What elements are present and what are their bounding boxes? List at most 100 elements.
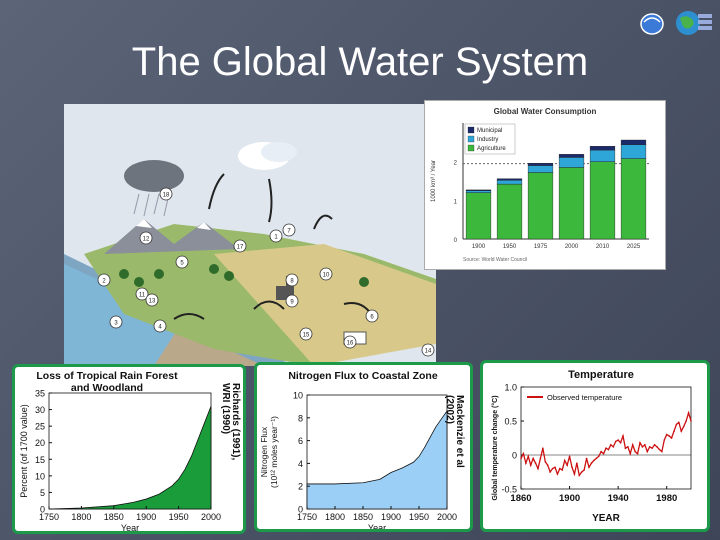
chart-title: and Woodland: [71, 382, 143, 394]
x-axis-label: Year: [121, 523, 139, 531]
data-point: [634, 450, 636, 453]
legend-swatch: [467, 126, 475, 134]
chart-title: Loss of Tropical Rain Forest: [36, 370, 178, 382]
y-tick-label: 0: [40, 505, 45, 515]
slide-title: The Global Water System: [131, 40, 589, 84]
data-point: [544, 461, 547, 463]
diagram-marker: [285, 273, 299, 287]
bar-municipal: [589, 146, 616, 151]
diagram-marker-label: 2: [102, 279, 106, 285]
data-point: [597, 455, 600, 458]
data-point: [532, 457, 534, 460]
y-tick-label: 10: [35, 471, 45, 481]
chart-title: Global Water Consumption: [494, 107, 597, 116]
y-axis-label: Nitrogen Flux: [259, 426, 269, 477]
bar-agriculture: [465, 192, 492, 240]
data-point: [578, 474, 581, 477]
diagram-marker: [153, 319, 167, 333]
data-point: [680, 430, 683, 432]
y-tick-label: 0.5: [504, 417, 517, 427]
diagram-marker: [365, 309, 379, 323]
data-point: [690, 420, 692, 422]
data-point: [568, 455, 571, 458]
data-point: [668, 435, 670, 437]
diagram-marker: [139, 231, 153, 245]
bar-agriculture: [620, 158, 647, 240]
data-point: [602, 452, 605, 455]
x-tick-label: 2000: [565, 244, 579, 250]
data-point: [639, 441, 641, 444]
data-point: [520, 457, 522, 460]
data-point: [607, 448, 610, 451]
diagram-marker-label: 4: [158, 325, 162, 331]
diagram-marker-label: 18: [163, 193, 170, 199]
x-tick-label: 1975: [534, 244, 548, 250]
diagram-marker-label: 13: [149, 299, 156, 305]
diagram-marker-label: 10: [323, 273, 330, 279]
source-caption: WRI (1990): [220, 383, 231, 434]
y-tick-label: 0: [454, 238, 458, 244]
source-caption: (2002): [444, 395, 455, 424]
data-point: [646, 450, 649, 453]
data-point: [675, 423, 678, 426]
data-point: [585, 457, 588, 460]
y-tick-label: 25: [35, 422, 45, 432]
y-tick-label: 2: [298, 482, 303, 492]
globe-logo-icon: [640, 11, 712, 35]
data-point: [619, 441, 622, 444]
data-point: [563, 459, 566, 462]
x-axis-label: Year: [368, 523, 386, 529]
bar-municipal: [527, 163, 554, 166]
x-tick-label: 2025: [627, 244, 641, 250]
data-point: [678, 421, 680, 424]
diagram-marker: [175, 255, 189, 269]
bar-agriculture: [527, 172, 554, 240]
data-point: [663, 439, 666, 441]
nitrogen-flux-chart: Nitrogen Flux to Coastal Zone 0 2 4 6 8 10 1750…: [259, 370, 465, 533]
data-point: [593, 459, 595, 462]
bar-industry: [465, 190, 492, 193]
diagram-marker: [282, 223, 296, 237]
bar-industry: [496, 180, 523, 185]
chart-title: Temperature: [568, 369, 634, 381]
diagram-marker: [97, 273, 111, 287]
chart-footnote: Source: World Water Council: [463, 257, 527, 263]
diagram-marker-label: 3: [114, 321, 118, 327]
x-tick-label: 1850: [104, 512, 124, 522]
x-tick-label: 1800: [325, 512, 345, 522]
y-tick-label: 20: [35, 438, 45, 448]
temperature-panel: Temperature -0.5 0 0.5 1.0 1860 1900 1940 1980 YE…: [480, 360, 710, 532]
y-tick-label: 4: [298, 459, 303, 469]
data-point: [617, 439, 619, 441]
bar-agriculture: [558, 167, 585, 240]
diagram-marker-label: 16: [347, 341, 354, 347]
x-tick-label: 1900: [559, 493, 580, 504]
y-axis-label: Global temperature change (°C): [491, 395, 499, 500]
y-axis-label: 1000 km³ / Year: [431, 160, 437, 202]
x-tick-label: 1900: [381, 512, 401, 522]
bar-agriculture: [589, 161, 616, 240]
data-point: [644, 444, 646, 446]
data-point: [580, 471, 583, 473]
data-point: [534, 462, 537, 464]
y-tick-label: -0.5: [501, 485, 517, 495]
bar-industry: [558, 157, 585, 168]
data-point: [542, 447, 544, 449]
water-consumption-panel: Global Water Consumption 1000 km³ / Year 0…: [424, 100, 666, 270]
y-tick-label: 30: [35, 405, 45, 415]
diagram-marker: [343, 335, 357, 349]
diagram-marker-label: 11: [139, 293, 146, 299]
y-axis-label: (10¹² moles year⁻¹): [269, 416, 279, 488]
data-point: [588, 466, 590, 469]
diagram-marker: [159, 187, 173, 201]
y-tick-label: 1: [454, 199, 458, 205]
data-point: [682, 425, 685, 428]
bar-municipal: [496, 178, 523, 181]
diagram-marker-label: 1: [274, 235, 278, 241]
y-tick-label: 10: [293, 391, 303, 401]
data-point: [576, 462, 578, 464]
legend-label: Observed temperature: [547, 393, 622, 402]
bar-municipal: [558, 154, 585, 158]
